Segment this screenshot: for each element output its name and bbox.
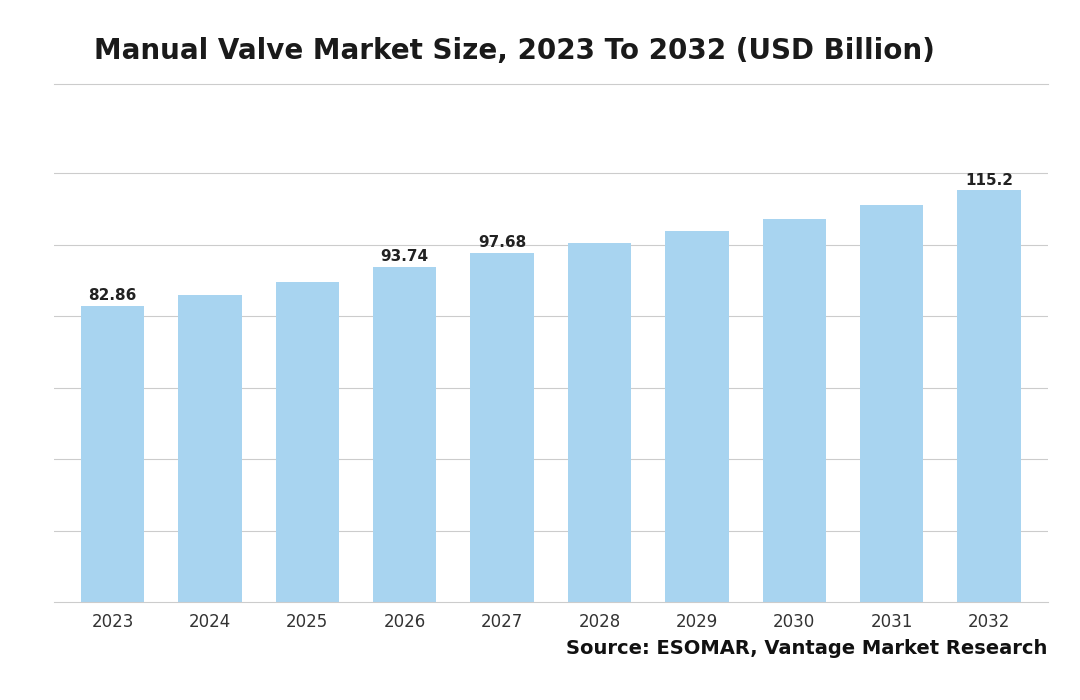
Bar [81,306,144,602]
Text: 115.2: 115.2 [966,173,1013,188]
Bar [178,295,242,602]
Bar [373,267,436,602]
Text: Source: ESOMAR, Vantage Market Research: Source: ESOMAR, Vantage Market Research [566,639,1048,658]
Text: 82.86: 82.86 [89,288,137,303]
Bar [275,282,339,602]
Bar [762,219,826,602]
Bar [471,253,534,602]
Bar [665,231,729,602]
Text: Manual Valve Market Size, 2023 To 2032 (USD Billion): Manual Valve Market Size, 2023 To 2032 (… [94,37,934,65]
Bar [958,190,1021,602]
Bar [860,206,923,602]
Text: 93.74: 93.74 [380,249,429,265]
Bar [568,243,631,602]
Text: 97.68: 97.68 [478,235,526,250]
